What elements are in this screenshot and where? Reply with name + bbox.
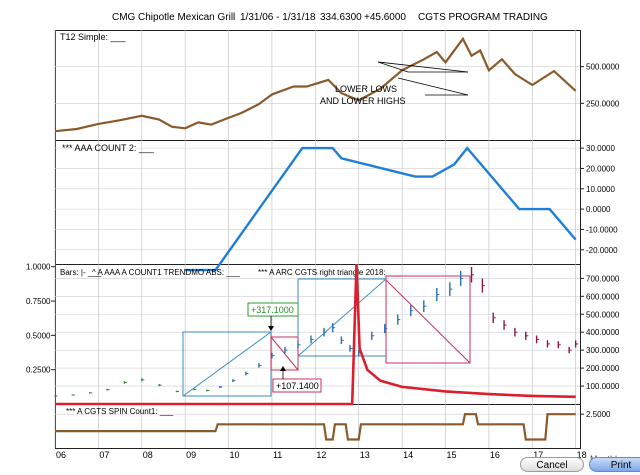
x-tick-label-10: 10 — [230, 450, 240, 460]
x-tick-label-08: 08 — [143, 450, 153, 460]
panel3-title: Bars: |- ___ — [60, 268, 102, 277]
header-bar: CMG Chipotle Mexican Grill 1/31/06 - 1/3… — [112, 12, 548, 23]
callout-up: +317.1000 — [247, 302, 299, 331]
trend-line-low-1 — [397, 77, 469, 96]
y-tick-label-p3-5: 600.0000 — [586, 292, 620, 301]
annotation-lower-lows: LOWER LOWS — [335, 84, 397, 94]
x-tick-label-18: 18 — [577, 450, 587, 460]
header-range: 1/31/06 - 1/31/18 — [240, 12, 316, 23]
y-tick-label-p2-2: 0.0000 — [586, 205, 611, 214]
x-tick-label-06: 06 — [56, 450, 66, 460]
x-tick-label-16: 16 — [490, 450, 500, 460]
y-tick-label-p3-6: 700.0000 — [586, 274, 620, 283]
x-tick-label-17: 17 — [533, 450, 543, 460]
trend-curve — [55, 263, 576, 406]
callout-down-arrowhead — [280, 366, 286, 371]
diag-red-1 — [270, 336, 299, 371]
y-tick-label-p1-0: 250.0000 — [586, 99, 620, 108]
x-axis: 06 07 08 09 10 11 12 13 14 15 16 17 18 — [56, 450, 587, 460]
panel4-y-axis: 2.5000 — [580, 410, 611, 419]
left-tick-label-0: 0.2500 — [26, 366, 51, 375]
diag-blue-1 — [182, 331, 272, 397]
x-tick-label-13: 13 — [360, 450, 370, 460]
y-tick-label-p2-5: 30.0000 — [586, 144, 615, 153]
diag-red-2 — [385, 279, 471, 364]
x-tick-label-09: 09 — [186, 450, 196, 460]
panel3-indicator-2: *** A ARC CGTS right triangle 2018: ___ — [258, 268, 402, 277]
header-symbol: CMG — [112, 12, 136, 23]
header-price: 334.6300 — [320, 12, 362, 23]
panel3-right-y-axis: 100.0000 200.0000 300.0000 400.0000 500.0000… — [580, 274, 620, 391]
panel1-y-axis: 250.0000 500.0000 — [580, 63, 620, 108]
x-tick-label-15: 15 — [446, 450, 456, 460]
x-tick-label-07: 07 — [99, 450, 109, 460]
x-tick-label-12: 12 — [316, 450, 326, 460]
callout-up-box — [247, 302, 299, 317]
x-tick-label-14: 14 — [403, 450, 413, 460]
callout-up-arrowhead — [268, 326, 274, 331]
panel4-title: *** A CGTS SPIN Count1: ___ — [66, 407, 174, 416]
x-tick-label-11: 11 — [273, 450, 282, 460]
red-box-2 — [385, 275, 471, 364]
diag-blue-2 — [297, 278, 387, 357]
callout-down-box — [272, 378, 322, 393]
y-tick-label-p3-2: 300.0000 — [586, 346, 620, 355]
y-tick-label-p3-1: 200.0000 — [586, 364, 620, 373]
trend-line-high-2 — [377, 61, 409, 73]
y-tick-label-p3-4: 500.0000 — [586, 310, 620, 319]
left-tick-label-3: 1.0000 — [26, 263, 51, 272]
header-program: CGTS PROGRAM TRADING — [418, 12, 548, 23]
left-tick-label-1: 0.5000 — [26, 331, 51, 340]
callout-down: +107.1400 — [272, 366, 322, 393]
price-line — [54, 36, 577, 133]
triangle-boxes — [182, 275, 471, 397]
panel-frame-1 — [55, 30, 581, 141]
spin-count-line — [55, 413, 576, 441]
horizontal-gridlines — [55, 66, 580, 415]
trend-lines — [377, 61, 469, 96]
header-name: Chipotle Mexican Grill — [138, 12, 235, 23]
y-tick-label-p3-0: 100.0000 — [586, 382, 620, 391]
panel3-indicator-1: ^ A AAA A COUNT1 TRENDMO ABS: ___ — [92, 268, 240, 277]
panel2-y-axis: -20.0000 -10.0000 0.0000 10.0000 20.0000 30.0… — [580, 144, 618, 255]
annotation-lower-highs: AND LOWER HIGHS — [320, 96, 406, 106]
panel2-title: *** AAA COUNT 2: ___ — [62, 143, 155, 153]
count-line — [185, 146, 577, 272]
y-tick-label-p2-1: -10.0000 — [586, 225, 618, 234]
header-change: +45.6000 — [364, 12, 406, 23]
y-tick-label-p2-4: 20.0000 — [586, 164, 615, 173]
panel1-title: T12 Simple: ___ — [60, 32, 127, 42]
left-tick-label-2: 0.7500 — [26, 297, 51, 306]
callout-up-label: +317.1000 — [251, 305, 294, 315]
y-tick-label-p2-0: -20.0000 — [586, 246, 618, 255]
y-tick-label-p4-0: 2.5000 — [586, 410, 611, 419]
callout-down-label: +107.1400 — [276, 381, 319, 391]
panel-frame-2 — [55, 140, 581, 265]
y-tick-label-p3-3: 400.0000 — [586, 328, 620, 337]
panel3-left-y-axis: 0.2500 0.5000 0.7500 1.0000 — [26, 263, 55, 375]
price-bars — [54, 267, 579, 397]
trend-line-high-1 — [377, 61, 469, 73]
y-tick-label-p1-1: 500.0000 — [586, 63, 620, 72]
y-tick-label-p2-3: 10.0000 — [586, 185, 615, 194]
